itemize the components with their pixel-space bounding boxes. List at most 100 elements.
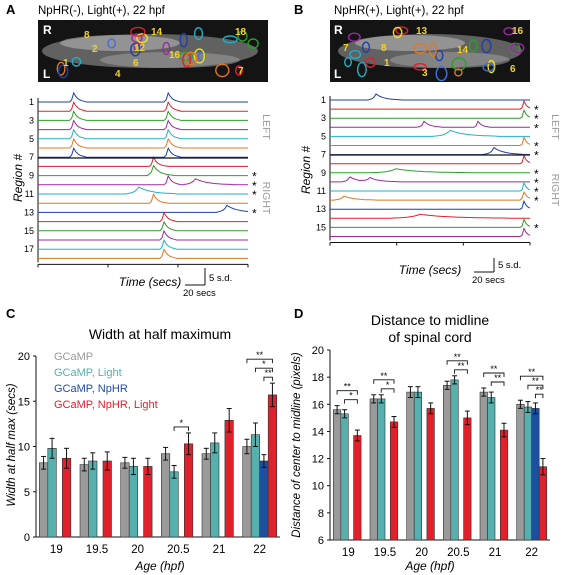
cell-outline	[365, 57, 376, 69]
region-trace	[38, 192, 248, 204]
cell-outline	[162, 41, 171, 56]
significance-star: *	[534, 121, 539, 135]
panel-a-ylabel: Region #	[11, 154, 25, 202]
y-tick-label: 15	[18, 396, 30, 408]
y-tick-label: 10	[18, 442, 30, 454]
significance-label: *	[349, 391, 353, 401]
x-tick-label: 20	[131, 544, 144, 556]
significance-bracket	[380, 388, 395, 393]
cell-outline	[451, 57, 467, 71]
y-tick-label: 8	[318, 508, 324, 520]
bar	[538, 466, 548, 541]
significance-star: *	[534, 176, 539, 190]
panel-b-scale-y: 5 s.d.	[498, 260, 521, 271]
significance-label: **	[532, 376, 540, 386]
region-number-label: 8	[84, 30, 90, 41]
bar	[442, 384, 452, 541]
significance-label: *	[262, 359, 266, 369]
region-tick-label: 15	[316, 222, 326, 232]
bar	[38, 462, 49, 538]
region-number-label: 14	[151, 27, 163, 38]
panel-b-label-r: R	[334, 23, 343, 37]
significance-bracket	[373, 379, 395, 384]
significance-bracket	[534, 393, 544, 399]
panel-b-letter: B	[294, 2, 303, 17]
significance-label: **	[344, 382, 352, 392]
bar	[61, 457, 72, 538]
cell-outline	[247, 38, 259, 49]
region-trace	[38, 248, 248, 259]
significance-label: **	[457, 361, 465, 371]
cell-outline	[57, 64, 69, 79]
x-tick-label: 22	[253, 544, 266, 556]
bar	[128, 466, 138, 538]
panel-a-cell-outlines	[56, 26, 259, 79]
cell-outline	[468, 39, 478, 53]
region-tick-label: 9	[321, 168, 326, 178]
region-tick-label: 7	[29, 152, 34, 162]
region-trace	[330, 136, 531, 146]
significance-bracket	[527, 384, 544, 390]
bar	[450, 379, 459, 541]
cell-outline	[130, 42, 141, 57]
region-number-label: 3	[422, 68, 428, 79]
significance-label: *	[386, 380, 390, 390]
bar	[250, 434, 260, 538]
y-tick-label: 5	[24, 487, 30, 499]
region-tick-label: 1	[29, 97, 34, 107]
region-number-label: 8	[381, 43, 387, 54]
x-tick-label: 20	[415, 547, 428, 559]
cell-outline	[481, 38, 492, 54]
region-trace	[330, 99, 531, 110]
region-trace	[38, 238, 248, 250]
region-trace	[38, 229, 248, 241]
x-tick-label: 19	[342, 547, 355, 559]
significance-bracket	[344, 399, 358, 404]
bar	[426, 408, 435, 541]
significance-star: *	[252, 188, 257, 202]
panel-c-title: Width at half maximum	[89, 326, 231, 342]
cell-outline	[509, 42, 525, 54]
significance-label: **	[490, 364, 498, 374]
region-trace	[330, 93, 530, 101]
significance-label: **	[536, 385, 544, 395]
cell-outline	[222, 35, 238, 44]
bar	[332, 409, 342, 541]
significance-bracket	[519, 375, 544, 381]
cell-outline	[454, 68, 463, 77]
region-trace	[330, 218, 531, 228]
region-trace	[38, 186, 248, 195]
region-trace	[38, 119, 248, 131]
significance-label: **	[256, 350, 264, 360]
bar	[516, 403, 525, 541]
bar	[369, 398, 378, 541]
region-trace	[330, 129, 530, 137]
region-tick-label: 13	[316, 204, 326, 214]
x-tick-label: 20.5	[167, 544, 189, 556]
region-trace	[330, 108, 531, 119]
significance-star: *	[534, 112, 539, 126]
x-tick-label: 21	[213, 544, 226, 556]
region-tick-label: 15	[24, 226, 34, 236]
cell-outline	[215, 63, 230, 78]
region-number-label: 12	[134, 43, 146, 54]
significance-star: *	[534, 103, 539, 117]
x-tick-label: 19	[50, 544, 63, 556]
significance-star: *	[252, 206, 257, 220]
region-tick-label: 11	[25, 189, 34, 199]
bar	[413, 391, 423, 541]
cell-outline	[435, 49, 444, 62]
region-tick-label: 17	[24, 244, 34, 254]
y-tick-label: 20	[312, 345, 324, 357]
panel-c-xlabel: Age (hpf)	[134, 559, 184, 573]
region-trace	[330, 181, 531, 192]
region-number-label: 6	[510, 64, 516, 75]
cell-outline	[234, 65, 243, 76]
significance-bracket	[490, 381, 505, 386]
region-trace	[38, 146, 248, 158]
region-trace	[38, 110, 248, 121]
